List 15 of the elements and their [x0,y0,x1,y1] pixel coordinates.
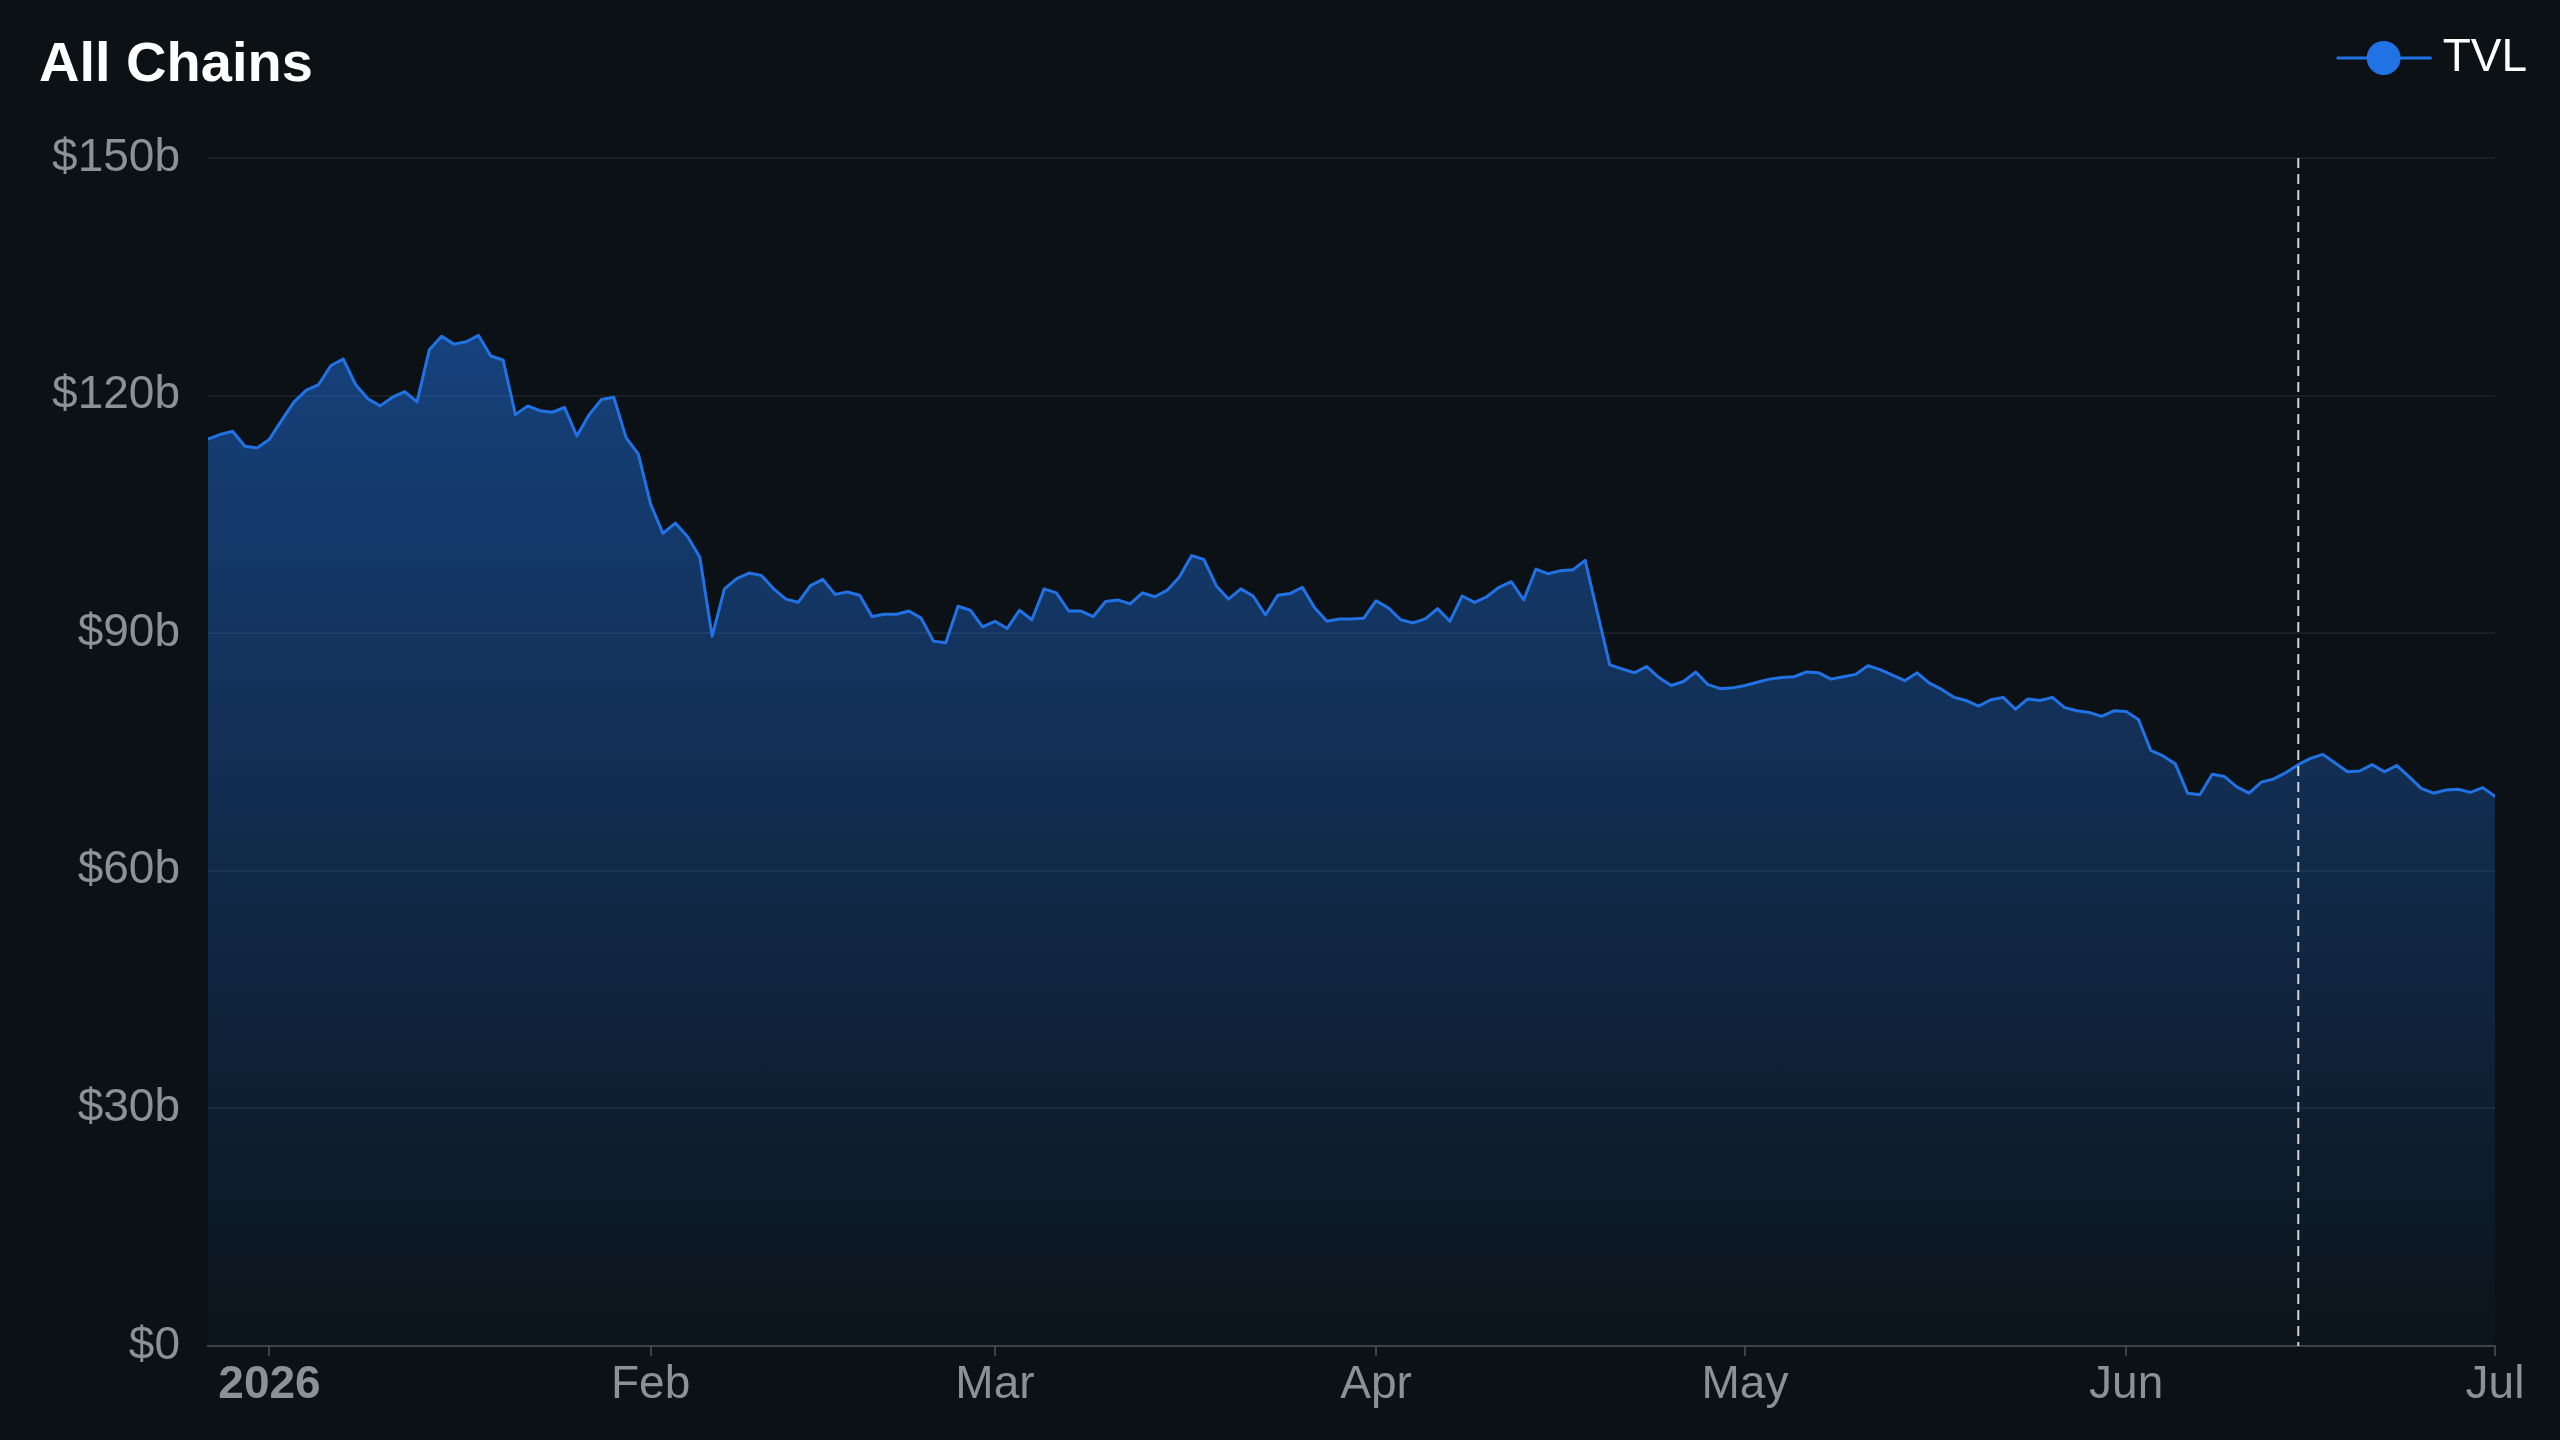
y-tick-label: $0 [128,1316,180,1369]
x-tick-label: Jul [2465,1356,2525,1409]
x-tick-label: 2026 [218,1356,321,1409]
y-tick-label: $150b [52,128,180,181]
x-tick-label: Mar [955,1356,1035,1409]
x-tick-label: Apr [1340,1356,1412,1409]
y-tick-label: $60b [77,841,180,894]
y-tick-label: $90b [77,603,180,656]
x-tick-label: Jun [2089,1356,2164,1409]
legend-label: TVL [2442,28,2528,81]
x-tick-label: May [1701,1356,1789,1409]
chart-title: All Chains [39,30,313,94]
x-tick-label: Feb [611,1356,691,1409]
y-tick-label: $120b [52,366,180,419]
y-tick-label: $30b [77,1079,180,1132]
